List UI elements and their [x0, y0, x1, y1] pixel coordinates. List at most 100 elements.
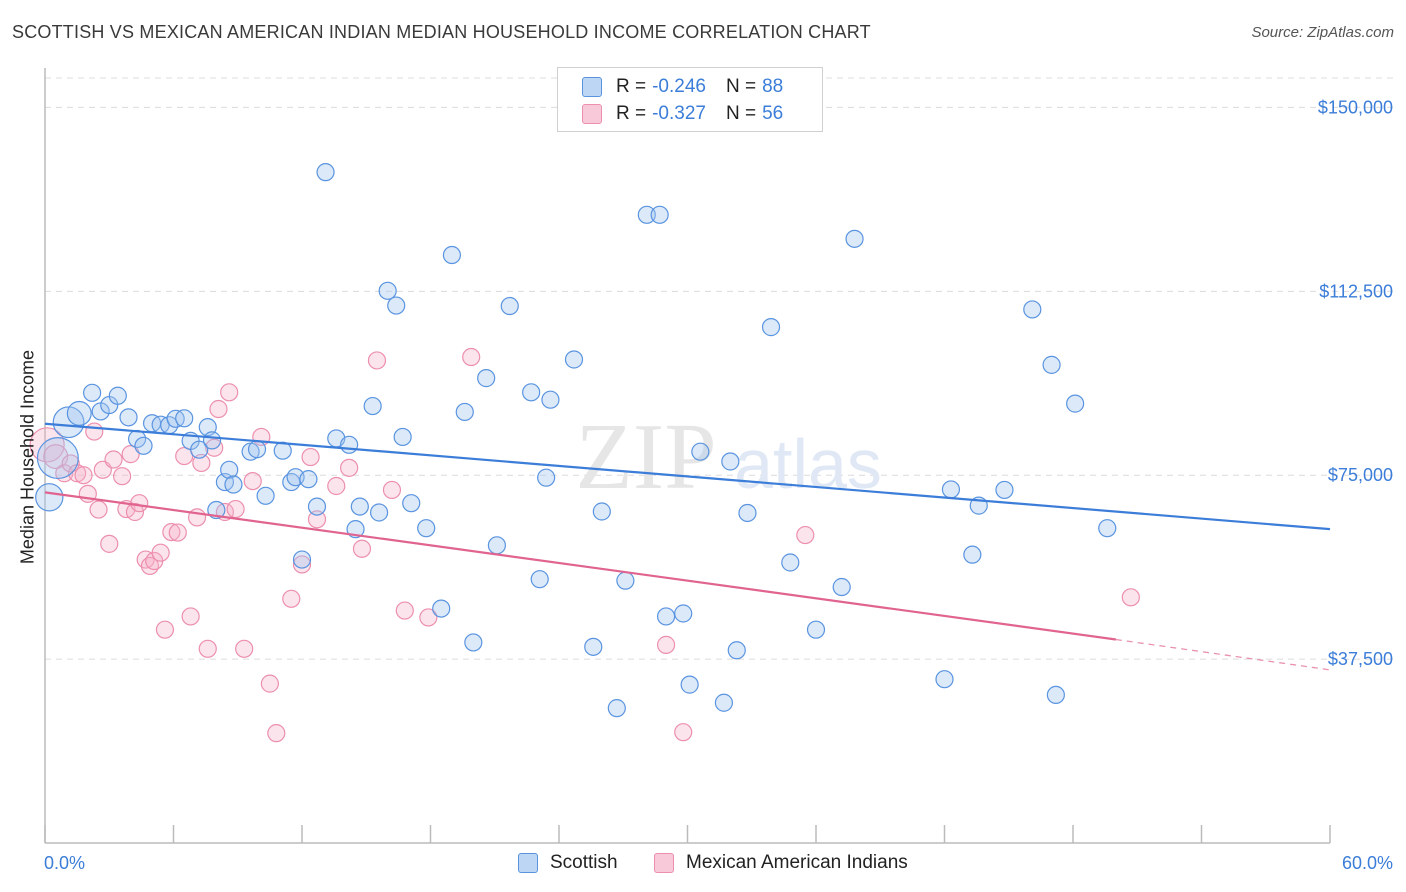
data-point	[363, 396, 382, 416]
data-point	[316, 163, 335, 182]
data-point	[656, 607, 676, 626]
data-point	[307, 510, 327, 529]
data-point	[89, 500, 108, 519]
data-point	[292, 550, 312, 569]
data-point	[224, 475, 243, 494]
data-point	[721, 452, 740, 471]
axes	[44, 68, 1331, 844]
legend-swatch-pink	[582, 104, 602, 124]
data-point	[402, 494, 421, 513]
legend-row-mexican-american-indians: R = -0.327 N = 56	[582, 101, 783, 127]
data-point	[307, 497, 327, 516]
data-point	[541, 390, 560, 409]
data-point	[656, 635, 676, 654]
data-point	[175, 409, 194, 428]
data-point	[616, 571, 635, 590]
x-tick-label: 60.0%	[1342, 853, 1393, 873]
x-tick-label: 0.0%	[44, 853, 85, 873]
legend-item-mexican-american-indians[interactable]: Mexican American Indians	[654, 852, 908, 874]
data-point	[395, 601, 414, 620]
legend-n-label: N =	[725, 103, 757, 124]
correlation-legend: R = -0.246 N = 88 R = -0.327 N = 56	[557, 67, 823, 132]
chart-title: SCOTTISH VS MEXICAN AMERICAN INDIAN MEDI…	[12, 22, 871, 42]
data-point	[650, 205, 669, 224]
data-point	[192, 453, 211, 473]
data-point	[796, 525, 815, 545]
trend-line-extension	[1115, 638, 1331, 671]
trend-line	[44, 491, 1116, 641]
data-point	[832, 577, 851, 597]
data-point	[738, 503, 757, 523]
data-point	[432, 599, 451, 618]
trend-lines	[44, 422, 1331, 671]
data-point	[761, 318, 781, 337]
legend-r-label: R =	[616, 103, 647, 124]
data-point	[592, 502, 611, 521]
data-point	[247, 440, 267, 459]
data-point	[104, 450, 123, 469]
data-point	[327, 476, 346, 496]
data-point	[487, 536, 506, 555]
data-point	[198, 639, 217, 658]
data-point	[205, 438, 224, 457]
data-point	[301, 447, 320, 467]
data-point	[727, 641, 746, 660]
data-point	[995, 480, 1014, 500]
data-point	[181, 607, 200, 626]
data-point	[607, 699, 626, 718]
y-tick-label: $75,000	[1328, 465, 1393, 485]
data-point	[220, 460, 239, 479]
data-point	[121, 445, 140, 464]
data-point	[282, 589, 301, 608]
watermark: ZIP atlas	[576, 405, 882, 509]
data-point	[530, 570, 549, 589]
data-point	[292, 555, 312, 574]
data-point	[162, 522, 181, 542]
data-point	[419, 608, 438, 627]
data-point	[1023, 300, 1042, 319]
data-point	[845, 229, 864, 248]
data-point	[382, 480, 402, 500]
data-point	[387, 296, 406, 315]
data-point	[61, 454, 80, 473]
data-point	[393, 427, 412, 447]
data-point	[226, 499, 245, 519]
legend-label-mexican-american-indians: Mexican American Indians	[686, 852, 908, 873]
data-point	[340, 458, 359, 477]
data-point	[537, 468, 556, 487]
data-point	[168, 523, 187, 542]
data-point	[674, 604, 693, 623]
data-point	[55, 464, 74, 483]
data-point	[714, 693, 734, 712]
data-point	[340, 435, 359, 454]
data-point	[155, 620, 175, 639]
series-legend: Scottish Mexican American Indians	[0, 852, 1406, 878]
legend-item-scottish[interactable]: Scottish	[518, 852, 618, 874]
legend-r-value: -0.246	[652, 76, 706, 97]
data-point	[350, 497, 369, 516]
data-point	[108, 386, 127, 405]
data-point	[36, 437, 79, 480]
data-point	[190, 440, 209, 459]
data-point	[941, 480, 961, 499]
data-point	[52, 406, 85, 439]
data-point	[267, 724, 286, 743]
data-point	[202, 431, 222, 450]
data-point	[417, 519, 436, 538]
data-point	[455, 402, 474, 422]
data-point	[500, 296, 519, 316]
data-point	[151, 543, 170, 562]
y-tick-label: $37,500	[1328, 649, 1393, 669]
grid-lines	[45, 77, 1395, 660]
source-credit: Source: ZipAtlas.com	[1251, 24, 1394, 41]
data-point	[256, 486, 275, 505]
data-point	[235, 639, 254, 658]
legend-n-label: N =	[725, 76, 757, 97]
data-point	[935, 670, 954, 689]
data-point	[442, 245, 462, 265]
data-point	[564, 350, 584, 369]
y-axis-label: Median Household Income	[17, 349, 38, 565]
data-point	[1098, 519, 1117, 538]
data-point	[477, 369, 496, 388]
legend-swatch-blue	[518, 853, 538, 873]
